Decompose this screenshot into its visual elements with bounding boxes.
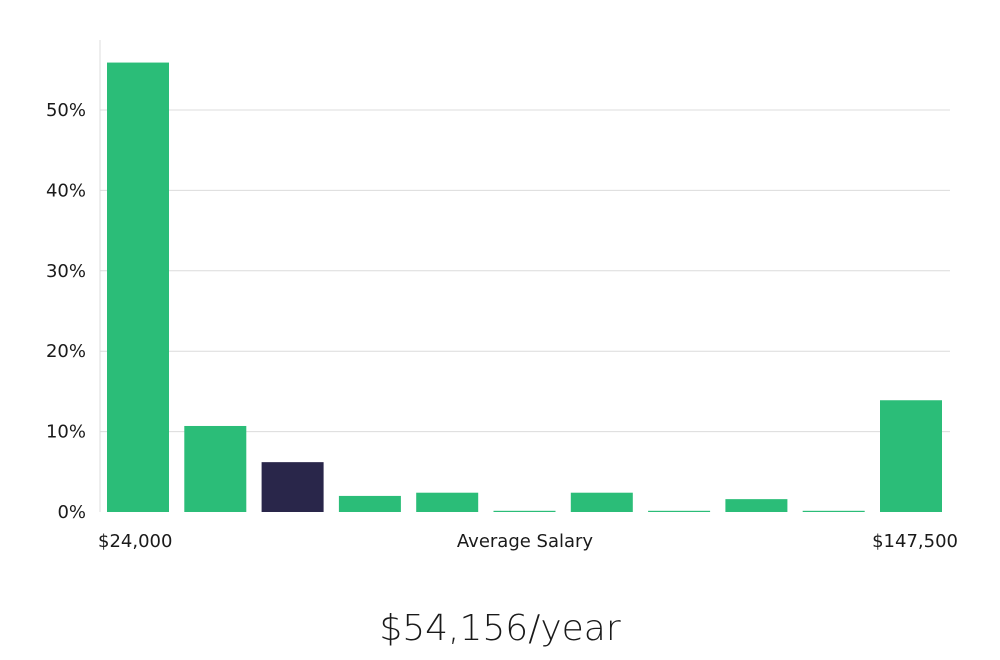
- bar-highlighted: [261, 462, 324, 512]
- gridlines: [100, 109, 950, 433]
- bar: [648, 510, 711, 512]
- y-tick-label: 30%: [46, 261, 86, 282]
- bar: [880, 400, 942, 512]
- y-tick-label: 50%: [46, 100, 86, 121]
- bar: [184, 425, 247, 512]
- y-tick-label: 40%: [46, 180, 86, 201]
- bar: [802, 510, 865, 512]
- bars: [107, 62, 942, 513]
- y-tick-label: 10%: [46, 422, 86, 443]
- bar: [338, 495, 401, 512]
- bar: [107, 62, 169, 513]
- x-min-label: $24,000: [98, 531, 172, 552]
- salary-histogram: 0% 10% 20% 30% 40% 50% $24,000 Average Salary…: [46, 40, 958, 552]
- bar: [725, 499, 788, 512]
- x-axis-label: Average Salary: [457, 531, 594, 552]
- y-tick-label: 20%: [46, 341, 86, 362]
- y-tick-labels: 0% 10% 20% 30% 40% 50%: [46, 100, 86, 523]
- bar: [416, 492, 479, 512]
- average-salary-headline: $54,156/year: [379, 608, 621, 649]
- bar: [570, 492, 633, 512]
- y-tick-label: 0%: [57, 502, 86, 523]
- bar: [493, 510, 556, 512]
- x-max-label: $147,500: [872, 531, 958, 552]
